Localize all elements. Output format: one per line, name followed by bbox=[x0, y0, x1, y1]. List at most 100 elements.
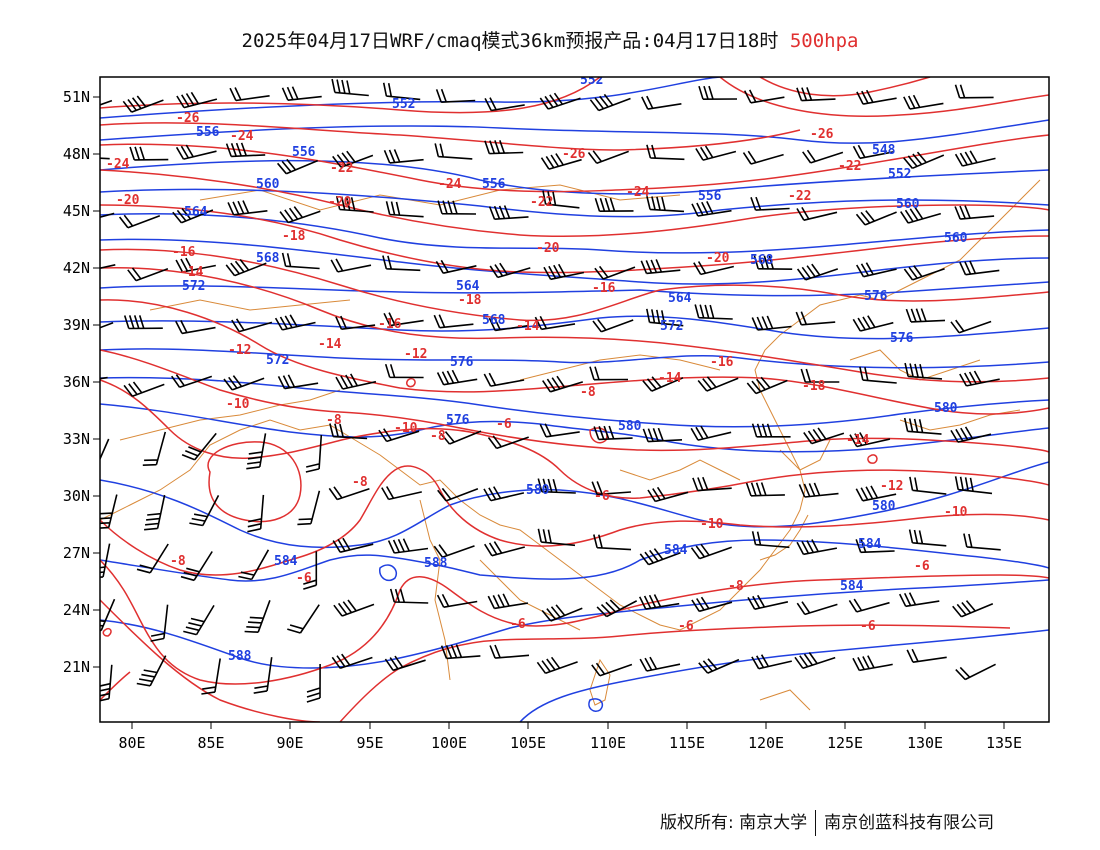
wind-barb bbox=[794, 652, 836, 670]
temp-label: -20 bbox=[536, 241, 560, 256]
height-label: 560 bbox=[896, 197, 920, 212]
wind-barb bbox=[201, 658, 221, 695]
temp-label: -6 bbox=[510, 617, 526, 632]
wind-barb-shape bbox=[642, 427, 683, 443]
wind-barb bbox=[903, 417, 942, 435]
wind-barb bbox=[297, 490, 321, 526]
wind-barb-shape bbox=[849, 432, 891, 448]
wind-barb-shape bbox=[542, 375, 584, 393]
wind-barb bbox=[144, 494, 166, 531]
wind-barb bbox=[181, 432, 217, 461]
wind-barb bbox=[539, 92, 581, 110]
wind-barb-shape bbox=[181, 432, 217, 461]
wind-barb-shape bbox=[136, 543, 169, 574]
height-label: 556 bbox=[196, 125, 220, 140]
wind-barb bbox=[123, 315, 163, 330]
wind-barb bbox=[129, 146, 169, 161]
wind-barb-shape bbox=[751, 654, 792, 670]
temp-label: -10 bbox=[944, 505, 968, 520]
wind-barb-shape bbox=[231, 318, 273, 333]
wind-barb bbox=[692, 476, 732, 492]
wind-barb-shape bbox=[856, 262, 897, 278]
wind-barb bbox=[641, 95, 682, 110]
height-label: 580 bbox=[526, 483, 550, 498]
temp-label: -16 bbox=[378, 317, 402, 332]
wind-barb-shape bbox=[697, 376, 739, 392]
wind-barb-shape bbox=[646, 196, 685, 213]
wind-barb bbox=[100, 99, 113, 106]
wind-barb-shape bbox=[382, 255, 421, 272]
wind-barb-shape bbox=[100, 543, 111, 579]
y-tick-label: 48N bbox=[63, 145, 90, 163]
wind-barb bbox=[593, 425, 633, 441]
wind-barb-shape bbox=[898, 592, 940, 608]
wind-barb-shape bbox=[484, 97, 525, 112]
wind-barb bbox=[100, 438, 110, 461]
wind-barb bbox=[100, 664, 113, 702]
wind-barb bbox=[591, 481, 632, 496]
wind-barb-shape bbox=[335, 196, 374, 213]
wind-barb bbox=[534, 315, 576, 331]
temp-label: -26 bbox=[810, 127, 834, 142]
wind-barb-shape bbox=[329, 423, 368, 440]
footer-credits: 版权所有: 南京大学 南京创蓝科技有限公司 bbox=[660, 808, 994, 836]
y-tick-label: 24N bbox=[63, 601, 90, 619]
wind-barb bbox=[150, 604, 169, 642]
temp-label: -14 bbox=[516, 319, 540, 334]
height-label: 552 bbox=[888, 167, 911, 182]
height-label: 576 bbox=[864, 289, 888, 304]
wind-barb-shape bbox=[646, 144, 685, 161]
wind-barb bbox=[247, 494, 265, 533]
wind-barb-shape bbox=[647, 486, 689, 503]
wind-barb bbox=[487, 593, 529, 610]
map-title: 2025年04月17日WRF/cmaq模式36km预报产品:04月17日18时 … bbox=[0, 26, 1100, 53]
wind-barb bbox=[122, 95, 164, 113]
temp-label: -18 bbox=[802, 379, 826, 394]
height-label: 568 bbox=[256, 251, 280, 266]
wind-barb-shape bbox=[593, 425, 633, 441]
wind-barb bbox=[484, 541, 526, 557]
wind-barb bbox=[277, 374, 319, 390]
x-tick-label: 95E bbox=[356, 734, 383, 752]
x-tick-label: 135E bbox=[986, 734, 1022, 752]
wind-barb bbox=[100, 494, 118, 529]
wind-barb-shape bbox=[798, 482, 839, 498]
height-label: 564 bbox=[456, 279, 480, 294]
wind-barb-shape bbox=[100, 664, 113, 702]
wind-barb-shape bbox=[541, 604, 583, 622]
wind-barb-shape bbox=[852, 315, 894, 332]
wind-barb-shape bbox=[129, 146, 169, 161]
wind-barb bbox=[306, 663, 321, 703]
wind-barb bbox=[746, 376, 788, 395]
wind-barb bbox=[100, 598, 116, 632]
wind-barb-shape bbox=[855, 539, 895, 554]
temp-label: -26 bbox=[176, 111, 200, 126]
wind-barb bbox=[593, 534, 632, 551]
wind-barb bbox=[693, 261, 734, 276]
wind-barb-shape bbox=[276, 158, 319, 175]
wind-barb-shape bbox=[435, 88, 476, 103]
company-name: 南京创蓝科技有限公司 bbox=[824, 813, 995, 833]
wind-barb bbox=[796, 539, 838, 556]
wind-barb-shape bbox=[123, 381, 165, 397]
wind-barb-shape bbox=[440, 644, 481, 660]
wind-barb-shape bbox=[433, 314, 474, 329]
wind-barb-shape bbox=[750, 196, 790, 211]
wind-barb bbox=[900, 206, 942, 224]
wind-barb bbox=[697, 376, 739, 392]
wind-barb bbox=[223, 375, 265, 391]
wind-barb bbox=[330, 258, 372, 273]
wind-barb bbox=[903, 265, 945, 281]
wind-barb bbox=[540, 153, 582, 170]
temp-label: -14 bbox=[180, 265, 204, 280]
wind-barb bbox=[328, 486, 370, 501]
wind-barb bbox=[587, 150, 629, 165]
wind-barb-shape bbox=[489, 262, 531, 279]
wind-barb-shape bbox=[487, 593, 529, 610]
temp-label: -8 bbox=[728, 579, 744, 594]
wind-barb-shape bbox=[534, 315, 576, 331]
wind-barb-shape bbox=[743, 89, 785, 104]
height-label: 588 bbox=[228, 649, 252, 664]
wind-barb-shape bbox=[100, 598, 116, 632]
